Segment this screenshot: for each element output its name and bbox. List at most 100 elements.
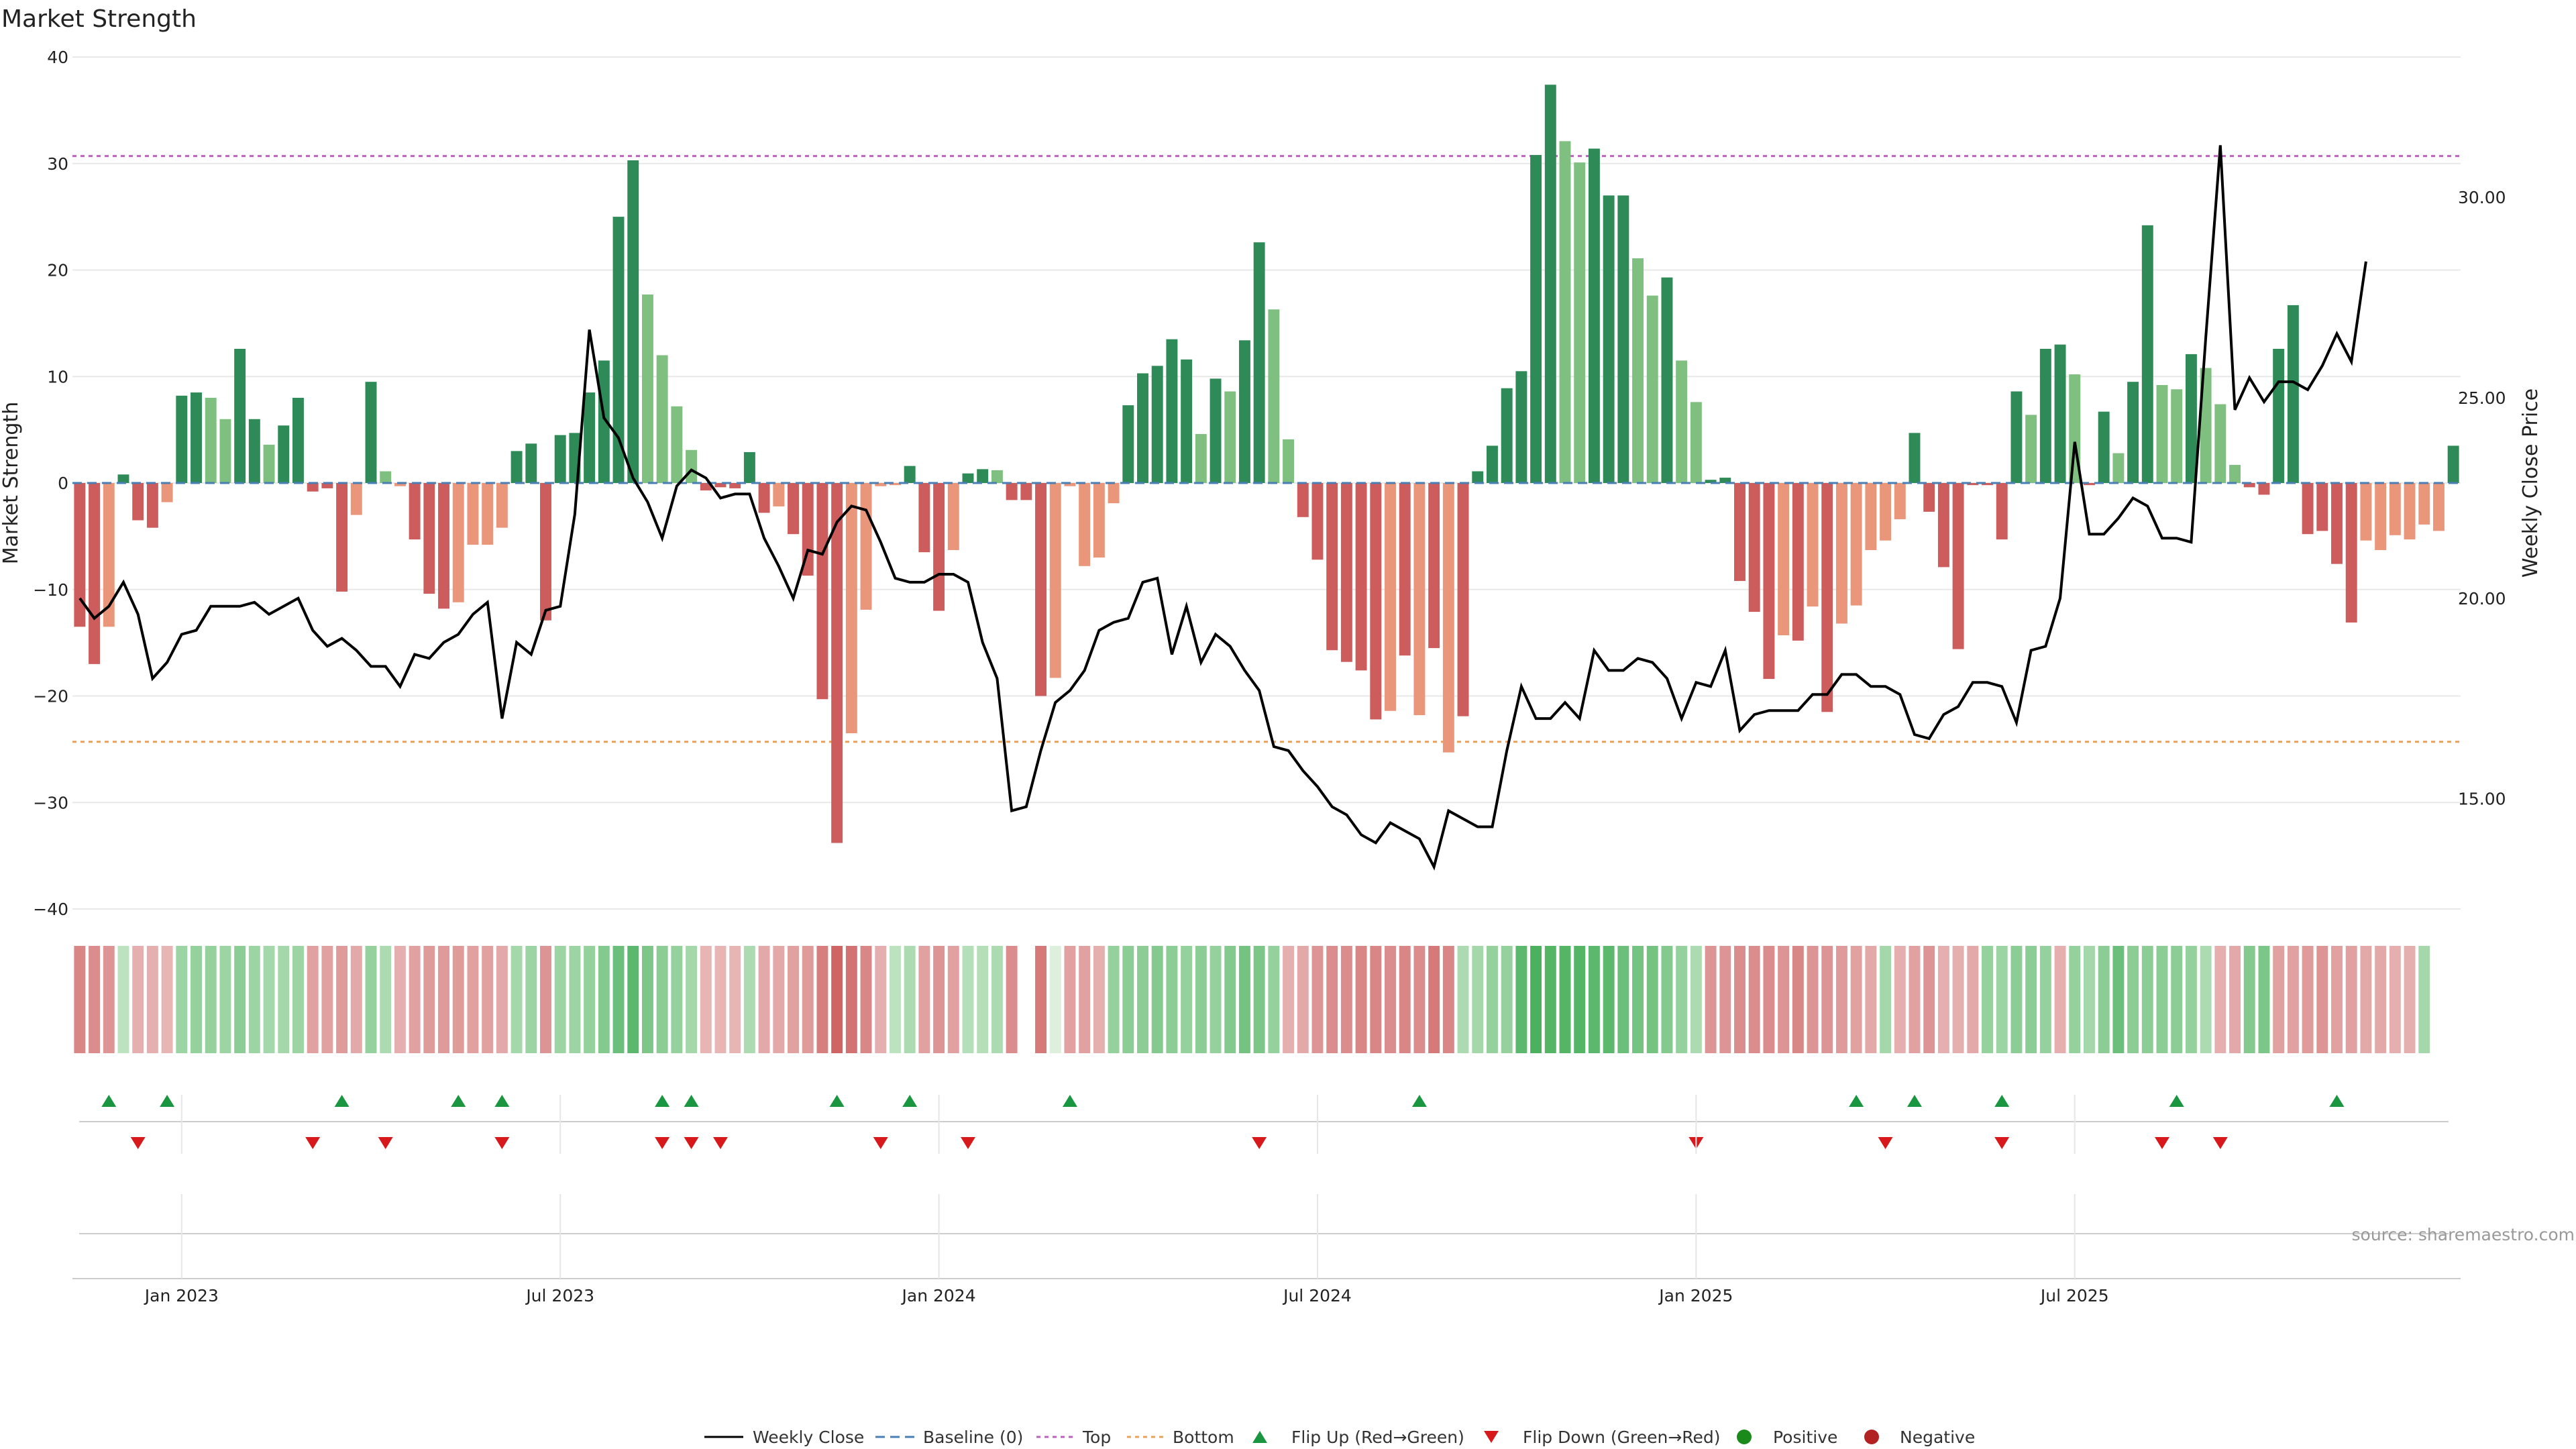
strength-bar (409, 483, 421, 540)
heat-cell (1676, 946, 1688, 1053)
flip-down-marker (1878, 1137, 1893, 1149)
heat-cell (1530, 946, 1542, 1053)
heat-cell (1967, 946, 1979, 1053)
flip-down-marker (1994, 1137, 2010, 1149)
strength-bar (1385, 483, 1396, 711)
heat-cell (918, 946, 930, 1053)
strength-bar (1923, 483, 1935, 512)
strength-bar (1937, 483, 1949, 568)
strength-bar (2039, 348, 2051, 483)
heat-cell (554, 946, 566, 1053)
heat-cell (1442, 946, 1454, 1053)
flip-down-marker (2155, 1137, 2169, 1149)
heat-cell (2069, 946, 2081, 1053)
heat-cell (1778, 946, 1790, 1053)
strength-bar (1982, 483, 1993, 486)
flip-up-marker (494, 1095, 510, 1107)
strength-bar (947, 483, 959, 551)
heat-cell (350, 946, 362, 1053)
heat-cell (1632, 946, 1644, 1053)
heat-cell (831, 946, 843, 1053)
strength-bar (2156, 384, 2168, 483)
heat-cell (2273, 946, 2285, 1053)
legend-label: Bottom (1173, 1428, 1234, 1447)
heat-cell (758, 946, 770, 1053)
strength-bar (452, 483, 464, 602)
heat-cell (1719, 946, 1731, 1053)
flip-down-marker (1252, 1137, 1267, 1149)
strength-bar (2025, 415, 2037, 483)
heat-cell (1297, 946, 1309, 1053)
strength-bar (1355, 483, 1367, 671)
x-axis: Jan 2023 Jul 2023 Jan 2024 Jul 2024 Jan 2025… (72, 1095, 2461, 1305)
strength-bar (307, 483, 319, 492)
strength-bar (1705, 480, 1717, 483)
strength-bar (1166, 339, 1178, 483)
flip-up-marker (1849, 1095, 1864, 1107)
strength-bar (918, 483, 930, 553)
heat-cell (248, 946, 260, 1053)
strength-bar (816, 483, 828, 700)
heat-cell (1253, 946, 1265, 1053)
heat-cell (74, 946, 86, 1053)
strength-bar (1530, 155, 1542, 484)
y-tick-label: −20 (33, 687, 68, 706)
strength-bar (1079, 483, 1091, 566)
heat-cell (1865, 946, 1877, 1053)
strength-bar (1108, 483, 1120, 504)
heat-cell (933, 946, 945, 1053)
y-tick-label: −30 (33, 793, 68, 812)
flip-up-marker (451, 1095, 466, 1107)
strength-bar (2112, 453, 2125, 483)
y-axis-right-label: Weekly Close Price (2519, 388, 2542, 578)
strength-bar (1515, 371, 1527, 483)
heat-cell (1501, 946, 1513, 1053)
strength-bar (219, 419, 231, 483)
strength-bar (525, 443, 537, 483)
heat-cell (191, 946, 202, 1053)
strength-bar (1442, 483, 1454, 753)
heat-cell (729, 946, 741, 1053)
heat-cell (1326, 946, 1338, 1053)
strength-bar (336, 483, 348, 592)
heat-cell (1880, 946, 1892, 1053)
heat-cell (205, 946, 217, 1053)
legend-label: Top (1082, 1428, 1111, 1447)
heat-cell (1355, 946, 1367, 1053)
heat-cell (991, 946, 1003, 1053)
strength-bar (1792, 483, 1804, 641)
heat-cell (1137, 946, 1148, 1053)
heat-cell (641, 946, 653, 1053)
heat-cell (496, 946, 508, 1053)
strength-bar (889, 483, 901, 486)
heat-cell (1035, 946, 1047, 1053)
flip-down-marker (873, 1137, 888, 1149)
heat-cell (1006, 946, 1018, 1053)
heat-cell (1617, 946, 1629, 1053)
strength-bar (2432, 483, 2445, 531)
heat-cell (700, 946, 712, 1053)
heat-cell (2185, 946, 2197, 1053)
strength-bar (1719, 478, 1731, 483)
heat-cell (2200, 946, 2212, 1053)
heat-cell (1413, 946, 1426, 1053)
strength-bar (482, 483, 494, 545)
strength-bar (700, 483, 712, 491)
flip-down-marker (130, 1137, 146, 1149)
heat-cell (1923, 946, 1935, 1053)
heat-cell (2302, 946, 2314, 1053)
heat-cell (1486, 946, 1498, 1053)
strength-bar (1967, 483, 1979, 486)
heat-cell (1748, 946, 1760, 1053)
strength-bar (1632, 258, 1644, 483)
strength-bar (1370, 483, 1382, 720)
heat-cell (656, 946, 668, 1053)
heat-cell (2010, 946, 2023, 1053)
heat-cell (2025, 946, 2037, 1053)
heat-cell (409, 946, 421, 1053)
strength-bar (2200, 368, 2212, 483)
heat-cell (2389, 946, 2401, 1053)
heat-cell (962, 946, 974, 1053)
heat-cell (2258, 946, 2270, 1053)
heat-cell (89, 946, 101, 1053)
